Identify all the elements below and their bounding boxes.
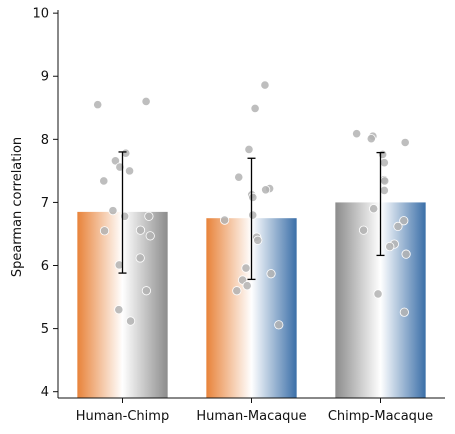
y-ticks-group: 4 5 6 7 8 9 10 [32,7,58,400]
data-point [378,149,388,160]
data-point [393,221,403,231]
y-tick-label: 4 [41,385,49,400]
y-tick-label: 5 [41,322,49,337]
data-point [401,249,411,259]
data-point [220,215,230,225]
points-group [93,80,411,330]
data-point [125,316,136,326]
data-point [274,320,284,330]
data-point [248,192,258,202]
data-point [399,307,409,317]
data-point [232,286,242,296]
data-point [380,176,390,186]
data-point [366,134,376,144]
y-axis-label: Spearman correlation [10,137,25,277]
data-point [379,185,389,196]
data-point [141,286,151,296]
y-tick-label: 9 [41,70,49,85]
data-point [124,166,135,176]
data-point [99,226,110,236]
data-point [110,156,121,166]
data-point [260,80,270,90]
data-point [266,269,276,279]
x-tick-label: Chimp-Macaque [328,409,433,424]
data-point [135,225,146,235]
data-point [144,211,154,221]
data-point [400,137,410,148]
data-point [352,129,362,139]
data-point [379,158,389,168]
y-tick-label: 10 [32,7,49,22]
data-point [369,204,379,214]
data-point [250,103,260,114]
data-point [108,206,118,216]
y-tick-label: 7 [41,196,49,211]
x-ticks-group: Human-Chimp Human-Macaque Chimp-Macaque [76,398,433,424]
data-point [261,185,271,195]
error-bars-group [118,151,385,281]
data-point [244,144,254,155]
data-point [120,211,130,221]
y-tick-label: 6 [41,259,49,274]
data-point [121,148,131,158]
data-point [399,216,409,226]
data-point [145,231,155,241]
y-tick-label: 8 [41,133,49,148]
data-point [135,253,145,263]
data-point [114,305,124,315]
data-point [114,260,124,270]
x-tick-label: Human-Macaque [196,409,306,424]
data-point [248,210,258,220]
data-point [373,289,383,299]
data-point [141,96,151,107]
data-point [99,176,109,186]
data-point [385,241,395,252]
data-point [93,100,103,110]
x-tick-label: Human-Chimp [76,409,169,424]
data-point [234,172,244,182]
data-point [358,225,369,235]
data-point [242,281,252,291]
data-point [253,235,263,245]
data-point [241,263,251,273]
